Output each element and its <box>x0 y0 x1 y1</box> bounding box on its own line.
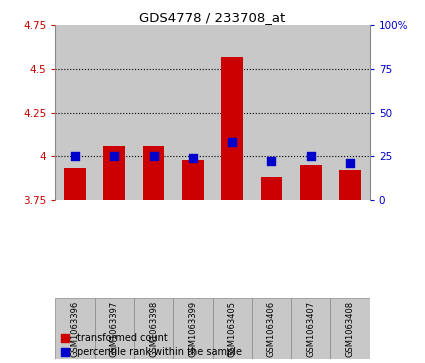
Point <box>347 160 354 166</box>
Bar <box>261 177 282 200</box>
Bar <box>55 298 94 359</box>
Bar <box>103 146 125 200</box>
Bar <box>134 298 173 359</box>
Point <box>61 349 68 355</box>
Title: GDS4778 / 233708_at: GDS4778 / 233708_at <box>139 11 286 24</box>
Bar <box>64 168 86 200</box>
Text: GSM1063408: GSM1063408 <box>346 301 354 357</box>
Point <box>229 139 235 145</box>
Point <box>307 153 314 159</box>
Text: GSM1063399: GSM1063399 <box>188 301 197 357</box>
Bar <box>173 298 212 359</box>
Text: GSM1063407: GSM1063407 <box>306 301 315 357</box>
Bar <box>143 146 164 200</box>
Bar <box>331 298 370 359</box>
Bar <box>291 25 330 200</box>
Bar <box>300 165 322 200</box>
Bar <box>291 298 331 359</box>
Text: GSM1063405: GSM1063405 <box>228 301 237 357</box>
Bar <box>252 298 291 359</box>
Text: GSM1063397: GSM1063397 <box>110 301 119 357</box>
Bar <box>212 25 252 200</box>
Bar <box>173 25 212 200</box>
Text: percentile rank within the sample: percentile rank within the sample <box>77 347 242 357</box>
Point <box>111 153 118 159</box>
Text: GSM1063406: GSM1063406 <box>267 301 276 357</box>
Point <box>61 335 68 340</box>
Point <box>268 158 275 164</box>
Bar <box>55 25 94 200</box>
Text: GSM1063396: GSM1063396 <box>71 301 79 357</box>
Bar <box>339 170 361 200</box>
Bar <box>252 25 291 200</box>
Text: transformed count: transformed count <box>77 333 168 343</box>
Bar <box>221 57 243 200</box>
Point <box>190 155 196 161</box>
Bar <box>94 298 134 359</box>
Bar <box>94 25 134 200</box>
Point <box>150 153 157 159</box>
Bar <box>212 298 252 359</box>
Bar <box>134 25 173 200</box>
Text: GSM1063398: GSM1063398 <box>149 301 158 357</box>
Point <box>71 153 78 159</box>
Bar <box>182 160 204 200</box>
Bar <box>330 25 370 200</box>
